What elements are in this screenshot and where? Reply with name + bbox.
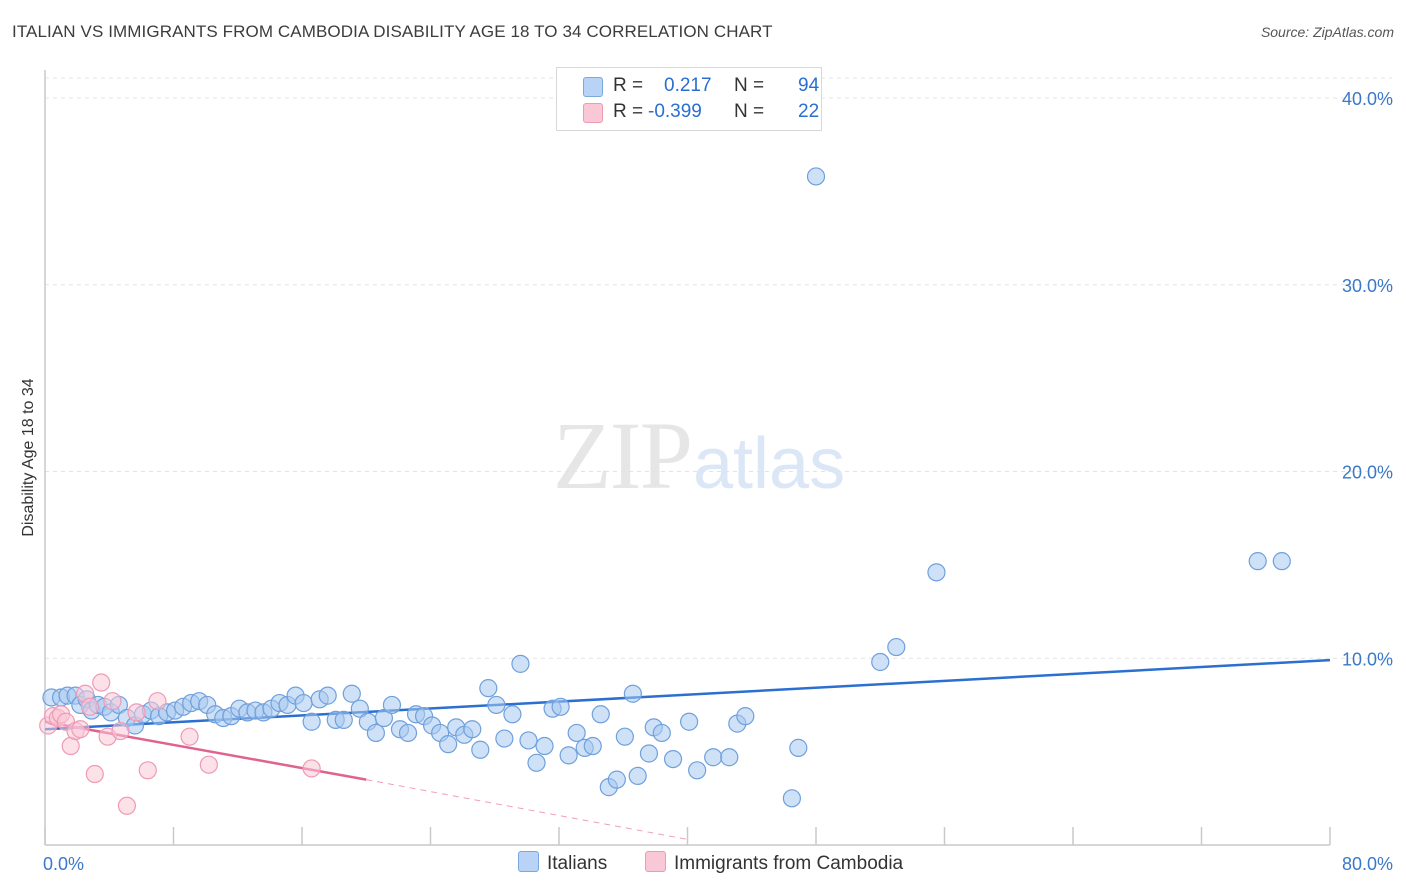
- watermark: ZIPatlas: [553, 400, 845, 511]
- point-italians: [789, 738, 808, 757]
- point-italians: [487, 695, 506, 715]
- point-italians: [871, 652, 890, 672]
- point-italians: [519, 731, 538, 750]
- point-italians: [334, 710, 353, 729]
- point-italians: [567, 723, 586, 743]
- point-cambodia: [138, 761, 157, 780]
- point-italians: [535, 736, 554, 756]
- point-italians: [366, 723, 385, 743]
- point-italians: [382, 695, 402, 715]
- point-italians: [503, 705, 522, 724]
- x-tick-label: 80.0%: [1342, 854, 1393, 874]
- point-italians: [623, 684, 642, 703]
- y-tick-label: 20.0%: [1342, 463, 1393, 483]
- point-italians: [551, 697, 570, 716]
- bottom-legend-label-cambodia: Immigrants from Cambodia: [674, 853, 904, 874]
- legend-n-label: N =: [734, 101, 765, 122]
- chart-source: Source: ZipAtlas.com: [1260, 24, 1394, 40]
- point-italians: [652, 723, 671, 743]
- points-layer: [39, 167, 1291, 815]
- point-italians: [782, 789, 802, 808]
- point-italians: [583, 736, 602, 756]
- point-italians: [495, 729, 514, 748]
- point-cambodia: [103, 692, 122, 711]
- point-cambodia: [92, 673, 111, 692]
- point-italians: [559, 746, 578, 765]
- point-italians: [680, 712, 699, 731]
- point-italians: [471, 740, 490, 759]
- y-tick-label: 10.0%: [1342, 649, 1393, 669]
- point-cambodia: [127, 703, 146, 722]
- legend-swatch-italians: [583, 77, 603, 97]
- chart-title: ITALIAN VS IMMIGRANTS FROM CAMBODIA DISA…: [12, 22, 773, 41]
- bottom-legend-label-italians: Italians: [547, 853, 608, 874]
- point-italians: [688, 761, 707, 780]
- watermark-zip: ZIP: [553, 402, 693, 509]
- y-axis-title: Disability Age 18 to 34: [20, 378, 37, 536]
- point-italians: [342, 684, 361, 703]
- point-italians: [720, 748, 739, 767]
- point-italians: [806, 167, 826, 186]
- point-italians: [591, 705, 610, 724]
- x-tick-label: 0.0%: [43, 854, 84, 874]
- legend-n-value: 22: [798, 101, 820, 122]
- point-cambodia: [302, 759, 321, 778]
- point-cambodia: [71, 720, 90, 739]
- watermark-atlas: atlas: [693, 424, 846, 504]
- y-tick-label: 40.0%: [1342, 89, 1393, 109]
- grid-layer: [45, 77, 1392, 659]
- point-italians: [374, 708, 394, 728]
- point-italians: [663, 749, 683, 769]
- point-italians: [511, 654, 530, 673]
- bottom-legend-swatch-cambodia: [645, 851, 666, 872]
- legend-swatch-cambodia: [583, 103, 603, 123]
- point-cambodia: [85, 764, 104, 784]
- point-italians: [302, 712, 321, 731]
- point-italians: [439, 735, 458, 754]
- point-italians: [318, 686, 337, 705]
- point-italians: [398, 723, 418, 743]
- legend-r-value: 0.217: [664, 75, 712, 96]
- point-italians: [1248, 552, 1267, 571]
- trend-layer: [44, 658, 1331, 840]
- point-cambodia: [117, 796, 137, 815]
- point-italians: [704, 748, 723, 767]
- point-italians: [479, 679, 498, 698]
- legend-r-label: R =: [613, 101, 644, 122]
- point-italians: [615, 727, 634, 746]
- point-italians: [887, 637, 906, 657]
- legend-n-value: 94: [798, 75, 820, 96]
- trend-extension-cambodia: [366, 779, 688, 840]
- label-layer: 10.0% 20.0% 30.0% 40.0% 0.0% 80.0% Disability …: [20, 89, 1393, 874]
- bottom-legend-swatch-italians: [518, 851, 539, 872]
- legend-r-label: R =: [613, 75, 644, 96]
- legend-r-value: -0.399: [648, 101, 702, 122]
- point-italians: [628, 766, 647, 786]
- point-italians: [294, 693, 313, 713]
- point-cambodia: [111, 721, 130, 741]
- point-italians: [927, 563, 946, 582]
- stats-legend: R = 0.217 N = 94 R = -0.399 N = 22: [556, 67, 822, 131]
- point-italians: [607, 770, 626, 789]
- point-cambodia: [80, 697, 100, 716]
- point-italians: [463, 720, 482, 739]
- point-italians: [639, 744, 659, 763]
- legend-n-label: N =: [734, 75, 765, 96]
- point-italians: [736, 707, 755, 726]
- y-tick-label: 30.0%: [1342, 276, 1393, 296]
- bottom-legend-cambodia: Immigrants from Cambodia: [645, 851, 903, 875]
- point-cambodia: [148, 692, 167, 711]
- point-italians: [350, 699, 369, 718]
- point-italians: [527, 753, 546, 772]
- point-italians: [1272, 552, 1291, 571]
- bottom-legend-italians: Italians: [518, 851, 607, 875]
- point-cambodia: [180, 727, 199, 746]
- point-cambodia: [199, 755, 218, 774]
